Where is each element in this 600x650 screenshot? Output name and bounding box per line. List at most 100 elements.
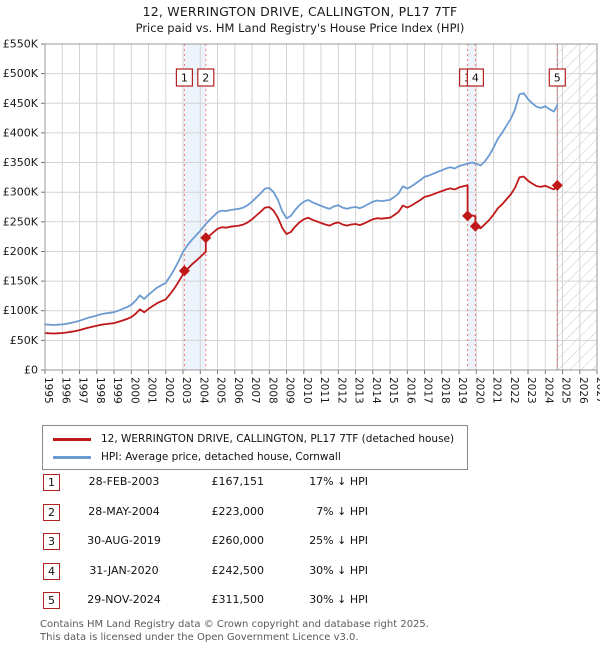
x-axis-year-label: 2006: [232, 377, 244, 404]
legend-item-hpi: HPI: Average price, detached house, Corn…: [49, 448, 461, 466]
sale-number-box: [466, 68, 484, 87]
sale-point-marker: [469, 220, 481, 232]
x-axis-year-label: 2002: [163, 377, 175, 404]
x-axis-year-label: 2026: [577, 377, 589, 404]
copyright-footer: Contains HM Land Registry data © Crown c…: [40, 619, 429, 644]
transaction-row: 2 28-MAY-2004 £223,000 7% ↓ HPI: [0, 503, 600, 524]
y-axis-price-label: £350K: [3, 156, 39, 169]
x-axis-year-label: 1995: [42, 377, 54, 404]
transaction-date: 28-FEB-2003: [88, 475, 160, 488]
x-axis-year-label: 2001: [146, 377, 158, 404]
x-axis-year-label: 2008: [266, 377, 278, 404]
transaction-number-badge: 4: [43, 562, 60, 580]
chart-legend: 12, WERRINGTON DRIVE, CALLINGTON, PL17 7…: [42, 425, 468, 470]
x-axis-year-label: 2021: [491, 377, 503, 404]
sale-number-box: [548, 68, 566, 87]
future-hatch-region: [557, 44, 597, 370]
transaction-hpi-delta: 30% ↓ HPI: [309, 593, 368, 606]
page-subtitle: Price paid vs. HM Land Registry's House …: [135, 21, 465, 35]
x-axis-year-label: 2003: [180, 377, 192, 404]
sale-number-box: [197, 68, 215, 87]
transaction-hpi-delta: 17% ↓ HPI: [309, 475, 368, 488]
legend-item-property: 12, WERRINGTON DRIVE, CALLINGTON, PL17 7…: [49, 430, 461, 448]
transaction-price: £223,000: [211, 504, 265, 518]
x-axis-year-label: 2010: [301, 377, 313, 404]
x-axis-year-label: 2009: [284, 377, 296, 404]
x-axis-year-label: 2018: [439, 377, 451, 404]
transaction-row: 5 29-NOV-2024 £311,500 30% ↓ HPI: [0, 592, 600, 612]
sale-point-marker: [178, 265, 190, 277]
y-axis-price-label: £0: [24, 364, 38, 377]
x-axis-year-label: 2023: [525, 377, 537, 404]
sale-point-marker: [462, 210, 474, 222]
y-axis-price-label: £50K: [10, 334, 39, 347]
sale-point-marker: [200, 232, 212, 244]
y-axis-price-label: £200K: [3, 245, 39, 258]
y-axis-price-label: £250K: [3, 215, 39, 228]
transaction-date: 31-JAN-2020: [89, 563, 159, 577]
y-axis-price-label: £150K: [3, 275, 39, 288]
x-axis-year-label: 2007: [249, 377, 261, 404]
transaction-date: 28-MAY-2004: [88, 504, 160, 518]
x-axis-year-label: 2011: [318, 377, 330, 404]
sale-number-label: 2: [202, 72, 209, 85]
x-axis-year-label: 2016: [404, 377, 416, 404]
transaction-price: £242,500: [211, 563, 265, 577]
x-axis-year-label: 1998: [94, 377, 106, 404]
transaction-hpi-delta: 30% ↓ HPI: [309, 563, 368, 577]
sale-number-label: 4: [472, 72, 479, 85]
transaction-hpi-delta: 25% ↓ HPI: [309, 534, 368, 547]
transaction-number-badge: 3: [43, 533, 60, 550]
y-axis-price-label: £450K: [3, 97, 39, 110]
x-axis-year-label: 1997: [77, 377, 89, 404]
x-axis-year-label: 2024: [542, 377, 554, 404]
legend-label-property: 12, WERRINGTON DRIVE, CALLINGTON, PL17 7…: [101, 433, 455, 445]
x-axis-year-label: 2022: [508, 377, 520, 404]
x-axis-year-label: 1999: [111, 377, 123, 404]
sale-number-box: [175, 68, 193, 87]
footer-line-1: Contains HM Land Registry data © Crown c…: [40, 619, 429, 630]
x-axis-year-label: 2004: [197, 377, 209, 404]
transaction-hpi-delta: 7% ↓ HPI: [316, 504, 368, 518]
y-axis-price-label: £400K: [3, 126, 39, 139]
hpi-line-swatch: [53, 455, 91, 459]
sale-number-label: 5: [554, 72, 561, 85]
y-axis-price-label: £500K: [3, 67, 39, 80]
between-sales-band: [467, 44, 476, 370]
x-axis-year-label: 2027: [594, 377, 600, 404]
transaction-price: £260,000: [211, 534, 265, 547]
x-axis-year-label: 2019: [456, 377, 468, 404]
sale-point-marker: [551, 179, 563, 191]
x-axis-year-label: 2005: [215, 377, 227, 404]
transaction-price: £311,500: [211, 593, 265, 606]
transaction-price: £167,151: [211, 475, 265, 488]
y-axis-price-label: £300K: [3, 186, 39, 199]
x-axis-year-label: 2014: [370, 377, 382, 404]
between-sales-band: [184, 44, 206, 370]
transaction-date: 29-NOV-2024: [87, 593, 161, 606]
legend-label-hpi: HPI: Average price, detached house, Corn…: [101, 451, 341, 463]
transaction-row: 4 31-JAN-2020 £242,500 30% ↓ HPI: [0, 562, 600, 583]
hpi-line: [44, 92, 559, 326]
transaction-row: 1 28-FEB-2003 £167,151 17% ↓ HPI: [0, 474, 600, 494]
x-axis-year-label: 2017: [422, 377, 434, 404]
x-axis-year-label: 2012: [335, 377, 347, 404]
x-axis-year-label: 2025: [560, 377, 572, 404]
property-line-swatch: [53, 437, 91, 441]
transaction-row: 3 30-AUG-2019 £260,000 25% ↓ HPI: [0, 533, 600, 553]
price-chart: 1995 1996 1997 1998 1999 2000 2001 2002 2003 2004…: [3, 38, 600, 405]
transaction-date: 30-AUG-2019: [87, 534, 161, 547]
property-line: [44, 175, 559, 335]
x-axis-year-label: 2020: [473, 377, 485, 404]
x-axis-year-label: 1996: [59, 377, 71, 404]
transaction-number-badge: 2: [43, 503, 60, 521]
transaction-number-badge: 1: [43, 474, 60, 491]
x-axis-year-label: 2015: [387, 377, 399, 404]
page-title: 12, WERRINGTON DRIVE, CALLINGTON, PL17 7…: [142, 4, 458, 19]
y-axis-price-label: £550K: [3, 38, 39, 51]
x-axis-year-label: 2013: [353, 377, 365, 404]
y-axis-price-label: £100K: [3, 304, 39, 317]
transaction-number-badge: 5: [43, 592, 60, 609]
x-axis-year-label: 2000: [128, 377, 140, 404]
